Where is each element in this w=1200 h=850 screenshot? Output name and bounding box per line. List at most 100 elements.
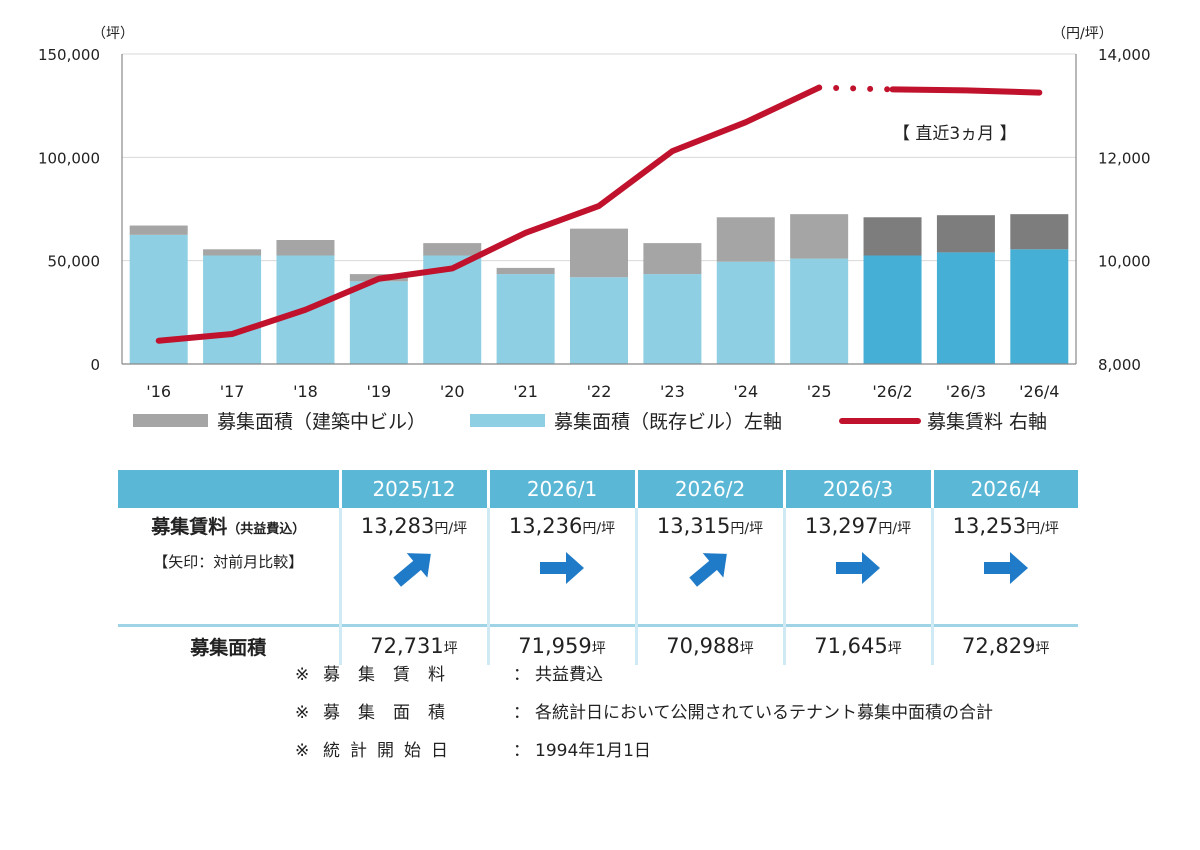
header-month: 2026/3 xyxy=(784,470,934,508)
area-cell: 71,959坪 xyxy=(488,624,638,665)
right-axis-unit: （円/坪） xyxy=(1052,26,1113,42)
bar-existing xyxy=(643,274,702,364)
area-cell: 70,988坪 xyxy=(636,624,786,665)
bar-construction xyxy=(643,243,702,275)
right-tick-label: 12,000 xyxy=(1098,149,1151,167)
legend-label-existing: 募集面積（既存ビル）左軸 xyxy=(554,411,782,433)
rent-line-history xyxy=(155,84,823,344)
footnotes: ※ 募集賃料：共益費込 ※ 募集面積：各統計日において公開されているテナント募集中面… xyxy=(295,660,1115,774)
area-row-label: 募集面積 xyxy=(118,624,342,665)
monthly-summary-table: 2025/12 2026/1 2026/2 2026/3 2026/4 募集賃料… xyxy=(118,470,1078,665)
header-month: 2026/2 xyxy=(636,470,786,508)
legend-label-rent: 募集賃料 右軸 xyxy=(927,411,1047,433)
footnote: ※ 募集面積：各統計日において公開されているテナント募集中面積の合計 xyxy=(295,703,993,723)
left-tick-label: 50,000 xyxy=(48,253,101,271)
arrow-shape xyxy=(393,553,431,587)
right-tick-label: 8,000 xyxy=(1098,356,1141,374)
rent-value: 13,315円/坪 xyxy=(656,514,764,538)
arrow-shape xyxy=(836,552,880,584)
rent-value: 13,297円/坪 xyxy=(804,514,912,538)
x-tick-label: '26/4 xyxy=(1019,382,1059,401)
arrow-up-icon xyxy=(689,553,727,587)
trend-arrow-icon xyxy=(786,548,931,588)
trend-arrow-icon xyxy=(342,548,487,588)
arrow-flat-icon xyxy=(836,552,880,584)
legend-label-construction: 募集面積（建築中ビル） xyxy=(217,411,426,433)
axes: 0 50,000 100,000 150,000 8,000 10,000 12,000 14… xyxy=(38,46,1151,401)
header-month: 2025/12 xyxy=(340,470,490,508)
x-tick-label: '25 xyxy=(807,382,832,401)
arrow-flat-icon xyxy=(540,552,584,584)
x-tick-label: '22 xyxy=(587,382,612,401)
area-cell: 71,645坪 xyxy=(784,624,934,665)
x-tick-label: '16 xyxy=(146,382,171,401)
area-cell: 72,829坪 xyxy=(932,624,1078,665)
header-month: 2026/1 xyxy=(488,470,638,508)
header-blank xyxy=(118,470,342,508)
bar-existing xyxy=(863,255,922,364)
right-tick-label: 10,000 xyxy=(1098,253,1151,271)
rent-value: 13,253円/坪 xyxy=(952,514,1059,538)
bar-existing xyxy=(129,234,188,364)
recent-three-months-annotation: 【 直近3ヵ月 】 xyxy=(893,124,1017,144)
arrow-up-icon xyxy=(393,553,431,587)
table-header-row: 2025/12 2026/1 2026/2 2026/3 2026/4 xyxy=(118,470,1078,508)
legend-swatch-construction xyxy=(133,414,208,427)
bar-existing xyxy=(716,261,775,364)
trend-arrow-icon xyxy=(638,548,783,588)
bar-existing xyxy=(496,274,555,364)
x-tick-label: '23 xyxy=(660,382,685,401)
arrow-flat-icon xyxy=(983,552,1028,584)
bar-construction xyxy=(863,217,922,256)
left-tick-label: 150,000 xyxy=(38,46,100,64)
footnote: ※ 統計開始日： 1994年1月1日 xyxy=(295,741,651,761)
bar-construction xyxy=(570,228,628,278)
left-tick-label: 0 xyxy=(90,356,100,374)
rent-line-gap xyxy=(816,84,896,93)
bar-existing xyxy=(1010,249,1069,364)
header-month: 2026/4 xyxy=(932,470,1078,508)
x-tick-label: '18 xyxy=(293,382,318,401)
bar-series xyxy=(129,214,1069,364)
rent-value: 13,283円/坪 xyxy=(360,514,468,538)
x-tick-label: '21 xyxy=(513,382,538,401)
x-tick-label: '26/2 xyxy=(872,382,912,401)
bar-existing xyxy=(570,277,628,364)
bar-existing xyxy=(203,255,262,364)
arrow-shape xyxy=(983,552,1028,584)
bar-existing xyxy=(936,252,995,364)
arrow-shape xyxy=(540,552,584,584)
left-tick-label: 100,000 xyxy=(38,149,100,167)
arrow-note: 【矢印：対前月比較】 xyxy=(153,553,304,571)
rent-row-label: 募集賃料（共益費込） 【矢印：対前月比較】 xyxy=(118,508,342,626)
rent-line-series xyxy=(155,84,1043,344)
rent-line-recent xyxy=(889,86,1043,96)
bar-construction xyxy=(936,215,995,253)
arrow-shape xyxy=(689,553,727,587)
bar-construction xyxy=(496,267,555,275)
x-tick-label: '26/3 xyxy=(946,382,986,401)
x-tick-label: '24 xyxy=(733,382,758,401)
rent-cell: 13,315円/坪 xyxy=(636,508,786,626)
bar-construction xyxy=(276,240,335,256)
right-tick-label: 14,000 xyxy=(1098,46,1151,64)
bar-construction xyxy=(423,243,482,256)
bar-construction xyxy=(203,249,262,256)
footnote: ※ 募集賃料：共益費込 xyxy=(295,665,603,685)
x-tick-label: '19 xyxy=(366,382,391,401)
rent-cell: 13,253円/坪 xyxy=(932,508,1078,626)
rent-cell: 13,283円/坪 xyxy=(340,508,490,626)
area-row: 募集面積 72,731坪 71,959坪 70,988坪 71,645坪 72,… xyxy=(118,624,1078,665)
rent-cell: 13,236円/坪 xyxy=(488,508,638,626)
office-vacancy-chart: 0 50,000 100,000 150,000 8,000 10,000 12,000 14… xyxy=(38,26,1151,433)
bar-construction xyxy=(1010,214,1069,250)
bar-construction xyxy=(129,225,188,235)
bar-construction xyxy=(790,214,849,259)
x-tick-label: '20 xyxy=(440,382,465,401)
x-tick-label: '17 xyxy=(220,382,245,401)
trend-arrow-icon xyxy=(490,548,635,588)
bar-existing xyxy=(790,258,849,364)
area-cell: 72,731坪 xyxy=(340,624,490,665)
bar-construction xyxy=(716,217,775,262)
legend-swatch-existing xyxy=(470,414,545,427)
